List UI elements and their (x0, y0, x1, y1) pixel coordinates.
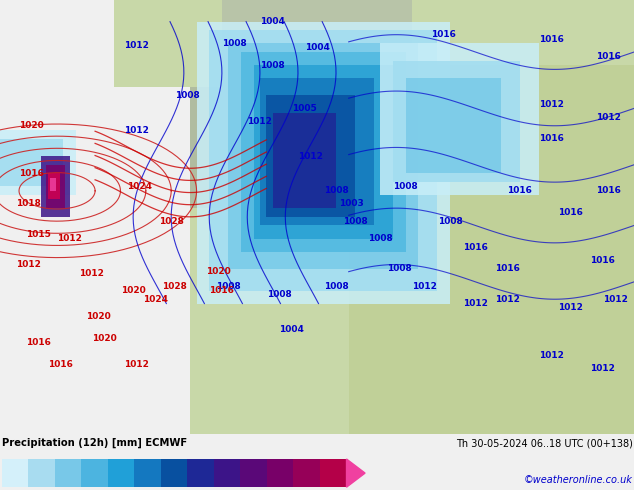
Text: 1012: 1012 (558, 303, 583, 313)
Bar (393, 61, 520, 182)
FancyBboxPatch shape (190, 87, 241, 208)
Bar (294, 459, 320, 487)
Text: 1012: 1012 (124, 41, 149, 50)
Text: 1020: 1020 (206, 267, 231, 275)
Text: ©weatheronline.co.uk: ©weatheronline.co.uk (524, 475, 633, 486)
Bar (134, 459, 160, 487)
Text: 1012: 1012 (412, 282, 437, 291)
Text: 1008: 1008 (387, 265, 412, 273)
Text: 1012: 1012 (124, 360, 149, 369)
Text: 1012: 1012 (298, 151, 323, 161)
Bar (50, 178, 56, 191)
Text: 1012: 1012 (57, 234, 82, 243)
Text: 1012: 1012 (463, 299, 488, 308)
Text: 1008: 1008 (323, 186, 349, 196)
Bar (55, 459, 81, 487)
Text: 1004: 1004 (279, 325, 304, 334)
Text: 1016: 1016 (558, 208, 583, 217)
Text: 1012: 1012 (495, 294, 520, 304)
FancyBboxPatch shape (114, 0, 304, 87)
Text: 1012: 1012 (590, 364, 615, 373)
Bar (320, 459, 346, 487)
Text: 1008: 1008 (342, 217, 368, 226)
Text: 1008: 1008 (222, 39, 247, 48)
Text: 1016: 1016 (495, 265, 520, 273)
Bar (108, 459, 134, 487)
Polygon shape (347, 459, 365, 487)
Text: 1012: 1012 (16, 260, 41, 269)
Text: 1004: 1004 (304, 43, 330, 52)
Text: 1028: 1028 (162, 282, 187, 291)
Bar (260, 78, 374, 225)
Text: 1020: 1020 (19, 121, 44, 130)
Text: 1004: 1004 (260, 17, 285, 26)
Bar (29, 459, 55, 487)
Text: Th 30-05-2024 06..18 UTC (00+138): Th 30-05-2024 06..18 UTC (00+138) (456, 438, 633, 448)
Text: 1008: 1008 (260, 61, 285, 70)
Text: 1018: 1018 (16, 199, 41, 208)
FancyBboxPatch shape (349, 65, 634, 434)
Text: 1020: 1020 (86, 312, 111, 321)
Bar (81, 459, 108, 487)
Text: 1016: 1016 (209, 286, 235, 295)
Text: 1012: 1012 (539, 99, 564, 109)
Text: 1008: 1008 (323, 282, 349, 291)
Bar (214, 459, 240, 487)
Text: 1016: 1016 (539, 134, 564, 143)
Bar (48, 173, 60, 199)
Bar (254, 65, 393, 239)
Text: 1008: 1008 (266, 291, 292, 299)
Bar (209, 30, 437, 291)
Text: 1008: 1008 (437, 217, 463, 226)
Text: Precipitation (12h) [mm] ECMWF: Precipitation (12h) [mm] ECMWF (2, 438, 187, 448)
Text: 1005: 1005 (292, 104, 317, 113)
Text: 1016: 1016 (25, 338, 51, 347)
Text: 1008: 1008 (393, 182, 418, 191)
Text: 1016: 1016 (590, 256, 615, 265)
Text: 1016: 1016 (463, 243, 488, 252)
Bar (380, 43, 539, 195)
Text: 1008: 1008 (368, 234, 393, 243)
Text: 1024: 1024 (143, 294, 168, 304)
Text: 1012: 1012 (602, 294, 628, 304)
Text: 1016: 1016 (596, 186, 621, 196)
Text: 1020: 1020 (92, 334, 117, 343)
Text: 1003: 1003 (339, 199, 365, 208)
Bar (161, 459, 187, 487)
Text: 1012: 1012 (79, 269, 105, 278)
Bar (197, 22, 450, 304)
Bar (0, 130, 76, 195)
Bar (406, 78, 501, 173)
Text: 1024: 1024 (127, 182, 152, 191)
Text: 1016: 1016 (596, 52, 621, 61)
Text: 1016: 1016 (431, 30, 456, 39)
Text: 1008: 1008 (174, 91, 200, 100)
Text: 1015: 1015 (25, 230, 51, 239)
Text: 1016: 1016 (539, 34, 564, 44)
Bar (0, 139, 63, 187)
Bar (266, 96, 355, 217)
Bar (273, 113, 336, 208)
Text: 1012: 1012 (596, 113, 621, 122)
Text: 1008: 1008 (216, 282, 241, 291)
Bar (267, 459, 294, 487)
Bar (228, 44, 418, 269)
Bar (2, 459, 28, 487)
Text: 1012: 1012 (539, 351, 564, 360)
Bar (240, 459, 267, 487)
Text: 1012: 1012 (124, 125, 149, 135)
Bar (41, 156, 70, 217)
Bar (188, 459, 214, 487)
Text: 1016: 1016 (48, 360, 73, 369)
Text: 1016: 1016 (19, 169, 44, 178)
Bar (241, 52, 406, 251)
Text: 1020: 1020 (120, 286, 146, 295)
Bar (46, 165, 65, 208)
Text: 1012: 1012 (247, 117, 273, 126)
FancyBboxPatch shape (190, 0, 634, 434)
Text: 1016: 1016 (507, 186, 533, 196)
FancyBboxPatch shape (222, 0, 412, 96)
Text: 1028: 1028 (158, 217, 184, 226)
